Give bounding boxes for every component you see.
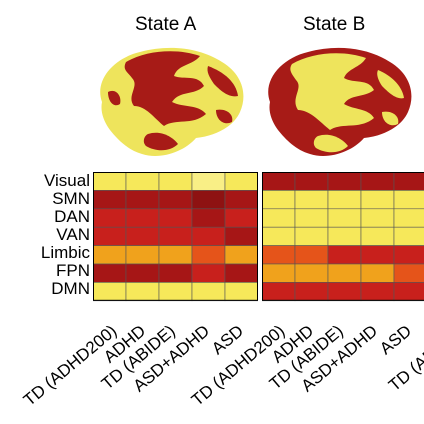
heat-b-border (262, 172, 424, 301)
heat-a-cell-r1-c2 (158, 190, 193, 210)
heat-b-cell-r4-c2 (327, 245, 362, 265)
brain-a-red-region-3 (143, 132, 178, 151)
heat-b-cell-r2-c3 (360, 208, 395, 228)
brain-a-red-region-5 (216, 109, 233, 124)
heat-b-cell-r2-c0 (262, 208, 296, 228)
heat-a-cell-r6-c3 (191, 282, 226, 302)
heat-a-cell-r1-c0 (93, 190, 127, 210)
heat-a-cell-r3-c1 (125, 226, 160, 246)
heat-a-cell-r1-c4 (224, 190, 258, 210)
heat-a-cell-r2-c3 (191, 208, 226, 228)
heat-a-cell-r4-c2 (158, 245, 193, 265)
heat-a-cell-r2-c0 (93, 208, 127, 228)
row-label-van: VAN (56, 225, 90, 244)
heat-b-cell-r2-c2 (327, 208, 362, 228)
heat-a-cell-r5-c2 (158, 263, 193, 283)
heat-a-cell-r2-c1 (125, 208, 160, 228)
heat-b-cell-r6-c2 (327, 282, 362, 302)
heat-b-cell-r4-c3 (360, 245, 395, 265)
heat-b-cell-r1-c0 (262, 190, 296, 210)
brain-state-a-image (100, 47, 244, 157)
heat-a-cell-r3-c0 (93, 226, 127, 246)
heat-b-cell-r0-c1 (294, 172, 329, 191)
state-b-title: State B (303, 14, 366, 35)
heat-b-cell-r2-c4 (393, 208, 424, 228)
heat-a-cell-r6-c0 (93, 282, 127, 302)
heatmap-state-b (262, 172, 424, 302)
heat-a-cell-r3-c4 (224, 226, 258, 246)
row-label-limbic: Limbic (40, 243, 90, 262)
heat-b-cell-r5-c3 (360, 263, 395, 283)
brain-state-b-image (268, 47, 412, 157)
heat-b-cell-r1-c2 (327, 190, 362, 210)
heat-b-cell-r5-c4 (393, 263, 424, 283)
heat-a-cell-r1-c1 (125, 190, 160, 210)
brain-a-red-region-2 (207, 66, 238, 97)
heat-b-cell-r3-c4 (393, 226, 424, 246)
heat-a-cell-r3-c3 (191, 226, 226, 246)
heat-b-cell-r6-c3 (360, 282, 395, 302)
heat-b-cell-r1-c4 (393, 190, 424, 210)
heat-b-cell-r3-c1 (294, 226, 329, 246)
heat-a-cell-r5-c3 (191, 263, 226, 283)
heat-b-cell-r1-c3 (360, 190, 395, 210)
heat-b-cell-r5-c2 (327, 263, 362, 283)
heat-b-cell-r5-c1 (294, 263, 329, 283)
heat-a-cell-r2-c2 (158, 208, 193, 228)
heat-a-cell-r5-c4 (224, 263, 258, 283)
col-label-b-asd: ASD (376, 321, 416, 359)
heat-b-cell-r4-c1 (294, 245, 329, 265)
heat-a-cell-r3-c2 (158, 226, 193, 246)
heat-b-cell-r3-c2 (327, 226, 362, 246)
brain-a-red-region-1 (124, 51, 206, 127)
heat-a-cell-r6-c2 (158, 282, 193, 302)
heat-a-cell-r0-c4 (224, 172, 258, 191)
heatmap-state-a (93, 172, 258, 302)
heat-b-cell-r2-c1 (294, 208, 329, 228)
heat-a-cell-r0-c1 (125, 172, 160, 191)
heat-a-cell-r6-c4 (224, 282, 258, 302)
heat-b-cell-r3-c0 (262, 226, 296, 246)
heat-a-cell-r4-c4 (224, 245, 258, 265)
heat-b-cell-r6-c4 (393, 282, 424, 302)
heat-b-cell-r6-c0 (262, 282, 296, 302)
heat-b-cell-r0-c4 (393, 172, 424, 191)
heat-b-cell-r4-c0 (262, 245, 296, 265)
heat-b-cell-r0-c2 (327, 172, 362, 191)
row-label-smn: SMN (52, 189, 90, 208)
heat-a-cell-r0-c2 (158, 172, 193, 191)
brain-b-yellow-region-3 (313, 134, 348, 153)
heat-a-cell-r1-c3 (191, 190, 226, 210)
heat-b-cell-r6-c1 (294, 282, 329, 302)
heat-b-cell-r0-c0 (262, 172, 296, 191)
heat-b-cell-r3-c3 (360, 226, 395, 246)
col-label-a-td-adhd200: TD (ADHD200) (19, 321, 121, 410)
brain-b-yellow-region-1 (290, 53, 374, 131)
row-label-dan: DAN (54, 207, 90, 226)
row-label-fpn: FPN (56, 261, 90, 280)
heat-b-cell-r0-c3 (360, 172, 395, 191)
heat-a-border (93, 172, 258, 301)
state-a-title: State A (135, 14, 197, 35)
brain-b-yellow-region-4 (382, 111, 399, 126)
heat-a-cell-r4-c1 (125, 245, 160, 265)
heat-a-cell-r4-c0 (93, 245, 127, 265)
heat-a-cell-r5-c0 (93, 263, 127, 283)
heat-a-cell-r0-c0 (93, 172, 127, 191)
heat-a-cell-r6-c1 (125, 282, 160, 302)
heat-a-cell-r0-c3 (191, 172, 226, 191)
row-label-dmn: DMN (51, 279, 90, 298)
heat-a-cell-r5-c1 (125, 263, 160, 283)
heat-a-cell-r2-c4 (224, 208, 258, 228)
row-label-visual: Visual (44, 171, 90, 190)
heat-a-cell-r4-c3 (191, 245, 226, 265)
brain-a-red-region-4 (108, 90, 121, 106)
heat-b-cell-r1-c1 (294, 190, 329, 210)
heat-b-cell-r4-c4 (393, 245, 424, 265)
brain-b-yellow-region-2 (377, 70, 404, 99)
heat-b-cell-r5-c0 (262, 263, 296, 283)
